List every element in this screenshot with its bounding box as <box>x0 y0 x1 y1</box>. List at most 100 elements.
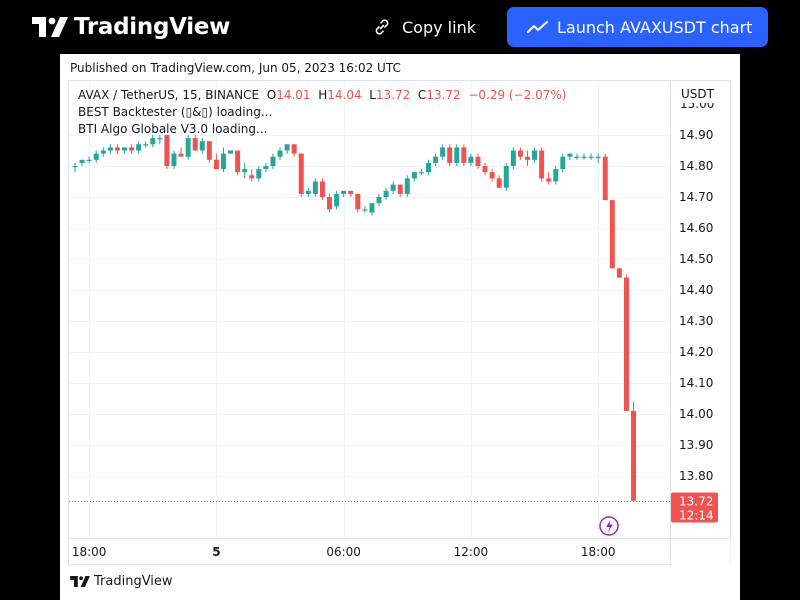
candle-body <box>496 178 502 188</box>
candle[interactable] <box>482 162 488 176</box>
chart-area[interactable] <box>68 80 731 565</box>
candle-body <box>376 197 382 204</box>
candle[interactable] <box>157 135 163 145</box>
candle[interactable] <box>574 153 580 160</box>
x-tick-label: 18:00 <box>581 545 616 559</box>
candle[interactable] <box>171 150 177 170</box>
candle[interactable] <box>213 153 219 170</box>
candle[interactable] <box>390 181 396 194</box>
candle[interactable] <box>228 150 234 154</box>
tradingview-logo[interactable]: TradingView <box>32 12 230 42</box>
candle[interactable] <box>539 147 545 182</box>
indicator-legend-1[interactable]: BEST Backtester (▯&▯) loading... <box>78 105 273 119</box>
candle[interactable] <box>609 200 615 269</box>
candle[interactable] <box>114 144 120 154</box>
candle[interactable] <box>376 193 382 207</box>
candle[interactable] <box>341 190 347 197</box>
candle[interactable] <box>616 268 622 278</box>
candle[interactable] <box>475 153 481 170</box>
launch-chart-button[interactable]: Launch AVAXUSDT chart <box>507 7 768 47</box>
footer-logo[interactable]: TradingView <box>70 574 173 589</box>
candle[interactable] <box>93 150 99 163</box>
candle[interactable] <box>164 135 170 170</box>
candle[interactable] <box>355 193 361 213</box>
candle[interactable] <box>631 401 637 501</box>
candle[interactable] <box>319 178 325 201</box>
candle[interactable] <box>426 159 431 176</box>
candle[interactable] <box>86 156 92 163</box>
candle[interactable] <box>588 153 594 160</box>
candle[interactable] <box>100 147 106 157</box>
candle[interactable] <box>185 135 191 160</box>
top-bar: TradingView Copy link Launch AVAXUSDT ch… <box>0 0 800 54</box>
candle[interactable] <box>461 144 467 166</box>
candle[interactable] <box>440 144 446 160</box>
candle[interactable] <box>595 153 601 163</box>
candle[interactable] <box>553 166 559 185</box>
candle[interactable] <box>510 147 516 170</box>
candle[interactable] <box>546 172 552 185</box>
candle[interactable] <box>298 153 304 197</box>
candle[interactable] <box>369 203 375 216</box>
candle[interactable] <box>206 141 212 163</box>
candle[interactable] <box>284 144 290 154</box>
candle[interactable] <box>433 153 439 166</box>
candle-body <box>524 156 530 160</box>
candle[interactable] <box>362 206 368 213</box>
candle[interactable] <box>305 187 311 197</box>
candle[interactable] <box>418 169 424 176</box>
candle[interactable] <box>312 178 318 197</box>
candle[interactable] <box>532 147 538 163</box>
x-axis[interactable]: 18:00 5 06:00 12:00 18:00 <box>72 545 616 559</box>
candle[interactable] <box>602 153 608 201</box>
candle[interactable] <box>383 187 389 201</box>
candle[interactable] <box>263 162 269 173</box>
candle[interactable] <box>192 135 198 151</box>
candle[interactable] <box>79 159 85 166</box>
candle[interactable] <box>107 144 113 154</box>
candle[interactable] <box>291 144 297 157</box>
candle[interactable] <box>150 135 156 148</box>
candle[interactable] <box>121 147 127 154</box>
candle[interactable] <box>397 184 403 197</box>
candle[interactable] <box>411 172 417 182</box>
copy-link-button[interactable]: Copy link <box>372 14 476 40</box>
candle[interactable] <box>404 175 410 197</box>
candle[interactable] <box>242 162 248 179</box>
candle[interactable] <box>454 144 460 166</box>
candle[interactable] <box>235 150 241 176</box>
lightning-icon[interactable] <box>599 516 619 536</box>
candle[interactable] <box>199 138 205 154</box>
indicator-legend-2[interactable]: BTI Algo Globale V3.0 loading... <box>78 122 268 136</box>
candle[interactable] <box>270 153 276 170</box>
candle[interactable] <box>334 190 340 210</box>
candle[interactable] <box>277 147 283 160</box>
candle[interactable] <box>489 169 495 182</box>
candle[interactable] <box>567 153 573 160</box>
candle[interactable] <box>496 175 502 188</box>
candle[interactable] <box>623 274 629 411</box>
candle-body <box>107 147 113 151</box>
candle-body <box>284 144 290 151</box>
candle[interactable] <box>468 153 474 166</box>
candle[interactable] <box>143 141 149 148</box>
candle[interactable] <box>220 147 226 173</box>
candle[interactable] <box>524 150 530 167</box>
candle[interactable] <box>136 141 142 154</box>
candle-body <box>242 169 248 173</box>
candle[interactable] <box>560 153 566 173</box>
candle[interactable] <box>517 147 523 160</box>
candle[interactable] <box>327 193 333 213</box>
tradingview-footer-icon <box>70 576 90 587</box>
candle[interactable] <box>503 162 509 191</box>
candle[interactable] <box>129 144 135 154</box>
candle[interactable] <box>256 166 262 182</box>
launch-chart-label: Launch AVAXUSDT chart <box>557 17 753 37</box>
candle[interactable] <box>581 153 587 160</box>
candle[interactable] <box>72 162 78 173</box>
candle-body <box>616 268 622 278</box>
candle[interactable] <box>249 169 255 182</box>
candle[interactable] <box>348 190 354 197</box>
candle[interactable] <box>447 144 453 166</box>
candle[interactable] <box>178 147 184 157</box>
